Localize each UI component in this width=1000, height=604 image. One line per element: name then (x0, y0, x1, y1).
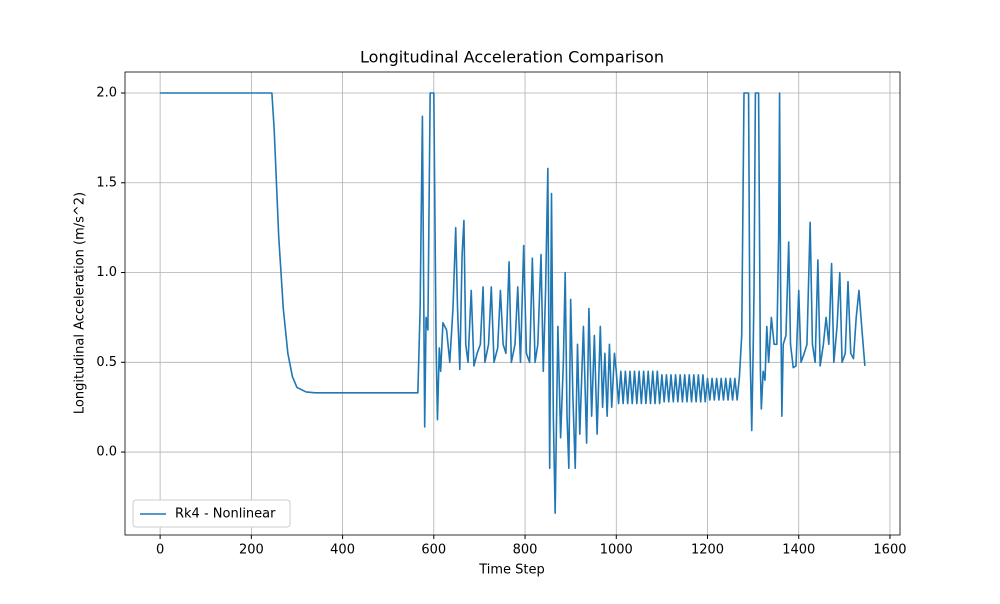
x-tick-label: 200 (239, 543, 264, 558)
x-tick-label: 400 (330, 543, 355, 558)
y-tick-label: 0.5 (96, 355, 117, 370)
y-tick-label: 1.0 (96, 265, 117, 280)
y-tick-label: 2.0 (96, 86, 117, 101)
legend-label: Rk4 - Nonlinear (175, 507, 276, 522)
x-tick-label: 600 (421, 543, 446, 558)
plot-frame (124, 71, 901, 536)
data-line (160, 92, 866, 514)
y-tick-label: 0.0 (96, 445, 117, 460)
x-tick-label: 800 (513, 543, 538, 558)
x-tick-label: 1400 (782, 543, 815, 558)
chart-title: Longitudinal Acceleration Comparison (360, 48, 664, 67)
x-axis-label: Time Step (478, 563, 545, 578)
legend-box (132, 499, 291, 528)
y-tick-label: 1.5 (96, 175, 117, 190)
x-tick-label: 1600 (873, 543, 906, 558)
x-tick-label: 0 (156, 543, 164, 558)
x-tick-label: 1200 (691, 543, 724, 558)
y-axis-label: Longitudinal Acceleration (m/s^2) (73, 192, 88, 414)
x-tick-label: 1000 (600, 543, 633, 558)
